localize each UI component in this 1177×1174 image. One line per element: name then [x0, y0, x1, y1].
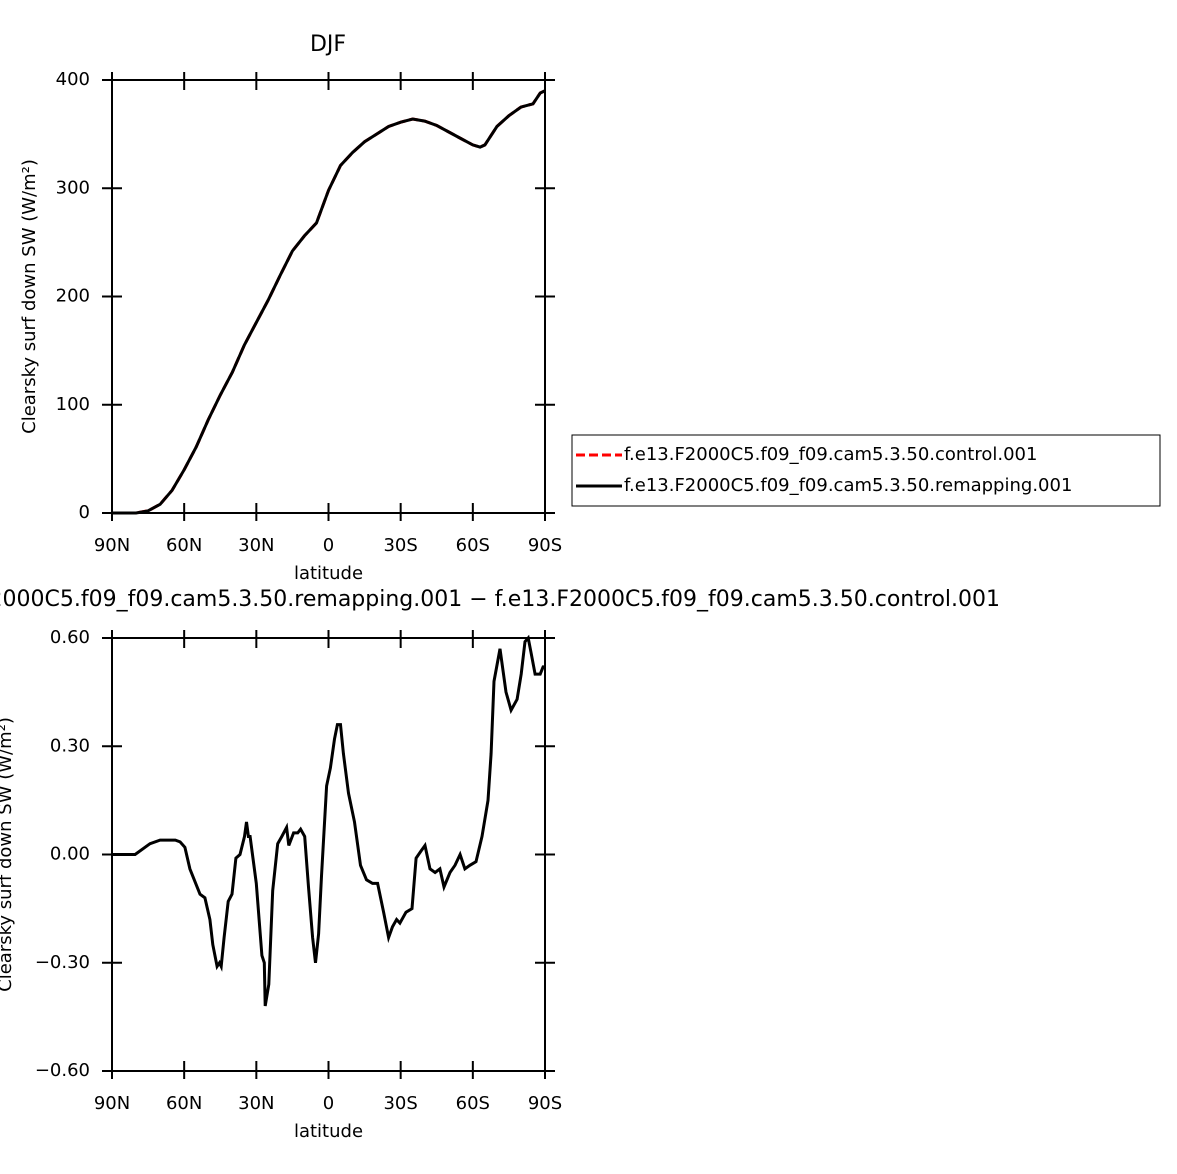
- legend-box: [571, 434, 1161, 507]
- x-axis-label: latitude: [294, 563, 363, 584]
- y-tick-label: 300: [56, 177, 90, 198]
- legend-label: f.e13.F2000C5.f09_f09.cam5.3.50.remappin…: [624, 475, 1072, 496]
- x-tick-label: 60S: [456, 535, 490, 556]
- x-tick-label: 60N: [166, 1093, 202, 1114]
- x-tick-label: 60N: [166, 535, 202, 556]
- x-tick-label: 60S: [456, 1093, 490, 1114]
- y-tick-label: 0.60: [50, 627, 90, 648]
- series-line: [112, 89, 546, 515]
- y-tick-label: −0.60: [35, 1060, 90, 1081]
- x-tick-label: 90S: [528, 535, 562, 556]
- series-line: [112, 89, 546, 515]
- y-tick-label: 200: [56, 286, 90, 307]
- y-tick-label: 0.30: [50, 735, 90, 756]
- series-line: [112, 634, 545, 1007]
- x-axis-label: latitude: [294, 1121, 363, 1142]
- x-tick-label: 0: [323, 1093, 334, 1114]
- x-tick-label: 30N: [238, 535, 274, 556]
- chart-title: DJF: [310, 32, 346, 57]
- y-tick-label: 0.00: [50, 844, 90, 865]
- chart-title: f.e13.F2000C5.f09_f09.cam5.3.50.remappin…: [0, 587, 1000, 612]
- plot-frame: [111, 79, 546, 514]
- x-tick-label: 30S: [383, 535, 417, 556]
- y-axis-label: Clearsky surf down SW (W/m²): [19, 159, 40, 434]
- plot-frame: [111, 637, 546, 1072]
- y-tick-label: 100: [56, 394, 90, 415]
- x-tick-label: 90S: [528, 1093, 562, 1114]
- y-tick-label: 0: [79, 502, 90, 523]
- legend-label: f.e13.F2000C5.f09_f09.cam5.3.50.control.…: [624, 444, 1037, 465]
- legend: f.e13.F2000C5.f09_f09.cam5.3.50.control.…: [571, 434, 1161, 507]
- y-tick-label: 400: [56, 69, 90, 90]
- x-tick-label: 0: [323, 535, 334, 556]
- x-tick-label: 90N: [94, 1093, 130, 1114]
- y-tick-label: −0.30: [35, 952, 90, 973]
- x-tick-label: 30S: [383, 1093, 417, 1114]
- x-tick-label: 90N: [94, 535, 130, 556]
- x-tick-label: 30N: [238, 1093, 274, 1114]
- y-axis-label: Clearsky surf down SW (W/m²): [0, 717, 16, 992]
